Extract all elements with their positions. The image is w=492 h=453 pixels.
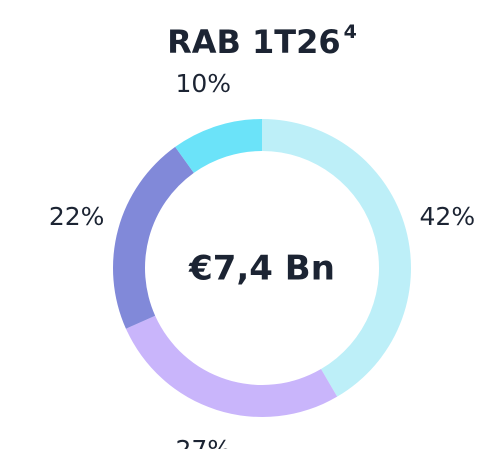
value-label: 42% <box>420 202 476 231</box>
center-label: €7,4 Bn <box>188 249 335 289</box>
donut-segment <box>262 119 412 397</box>
donut-segment <box>112 146 194 329</box>
donut-segment <box>175 119 262 173</box>
value-label: 27% <box>175 435 231 449</box>
donut-segment <box>125 315 338 417</box>
title-note: 4 <box>344 21 357 43</box>
chart-title: RAB 1T26 4 <box>167 21 357 62</box>
value-label: 22% <box>49 202 105 231</box>
title-text: RAB 1T26 <box>167 23 341 61</box>
value-label: 10% <box>175 69 231 98</box>
